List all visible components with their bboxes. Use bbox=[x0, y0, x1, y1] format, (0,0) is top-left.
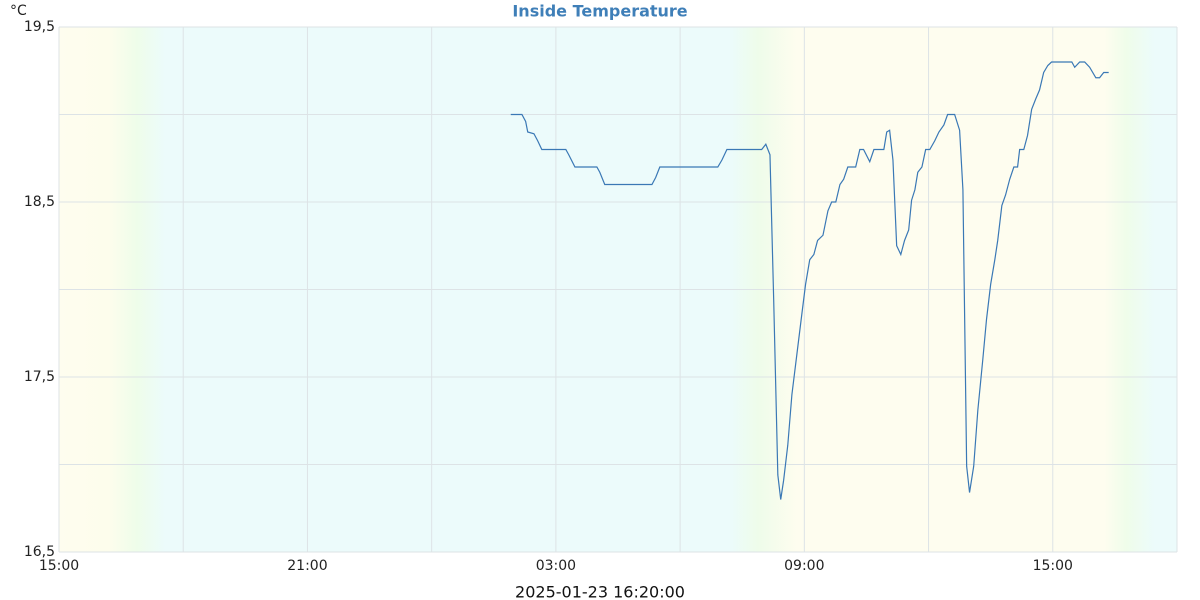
y-tick-label: 18,5 bbox=[24, 194, 55, 210]
x-tick-label: 03:00 bbox=[536, 558, 576, 574]
temperature-line bbox=[510, 61, 1109, 500]
chart-title: Inside Temperature bbox=[512, 2, 687, 21]
y-tick-label: 16,5 bbox=[24, 544, 55, 560]
x-tick-label: 21:00 bbox=[287, 558, 327, 574]
y-tick-label: 19,5 bbox=[24, 19, 55, 35]
x-tick-label: 09:00 bbox=[784, 558, 824, 574]
timestamp: 2025-01-23 16:20:00 bbox=[515, 583, 685, 600]
unit-label: °C bbox=[10, 3, 27, 19]
x-tick-label: 15:00 bbox=[1033, 558, 1073, 574]
x-tick-label: 15:00 bbox=[39, 558, 79, 574]
y-tick-label: 17,5 bbox=[24, 369, 55, 385]
